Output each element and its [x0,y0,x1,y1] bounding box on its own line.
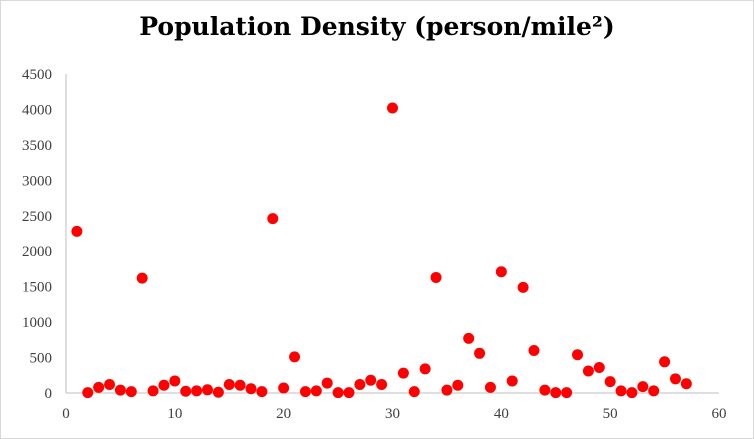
data-point [147,385,159,397]
x-tick-label: 0 [62,406,70,422]
data-point [397,367,409,379]
data-point [615,385,627,397]
data-point [680,378,692,390]
axes [65,74,719,394]
x-tick-label: 50 [603,406,618,422]
data-point [289,351,301,363]
data-point [572,349,584,361]
x-tick-label: 40 [494,406,509,422]
data-point [419,363,431,375]
data-points [71,102,692,399]
data-point [430,271,442,283]
data-point [267,213,279,225]
data-point [463,332,475,344]
data-point [299,386,311,398]
y-tick-label: 1500 [22,280,52,296]
y-tick-label: 1000 [22,315,52,331]
data-point [550,387,562,399]
data-point [256,386,268,398]
data-point [561,387,573,399]
data-point [517,281,529,293]
data-point [376,378,388,390]
y-tick-labels: 0 500 1000 1500 2000 2500 3000 3500 4000 4500 [22,67,52,402]
x-tick-label: 10 [167,406,182,422]
data-point [669,373,681,385]
data-point [387,102,398,114]
y-tick-label: 4500 [22,67,52,83]
data-point [104,378,116,390]
y-tick-label: 3500 [22,138,52,154]
data-point [648,385,660,397]
data-point [408,386,420,398]
data-point [604,376,616,388]
x-tick-label: 30 [385,406,400,422]
y-tick-label: 4000 [22,102,52,118]
data-point [474,347,486,359]
data-point [495,266,507,278]
data-point [93,381,105,393]
data-point [114,384,126,396]
data-point [506,375,518,387]
data-point [234,379,246,391]
y-tick-label: 0 [45,386,53,402]
x-tick-label: 20 [276,406,291,422]
data-point [201,384,213,396]
data-point [626,387,638,399]
data-point [278,382,290,394]
x-tick-label: 60 [712,406,727,422]
data-point [354,378,366,390]
data-point [484,381,496,393]
data-point [659,356,671,368]
data-point [82,387,94,399]
data-point [158,379,170,391]
data-point [582,365,594,377]
y-tick-label: 2500 [22,209,52,225]
data-point [528,344,540,356]
data-point [125,386,137,398]
y-tick-label: 500 [30,351,53,367]
data-point [245,383,257,395]
data-point [180,385,192,397]
data-point [343,387,355,399]
data-point [452,379,464,391]
data-point [223,378,235,390]
data-point [71,225,83,237]
data-point [332,387,344,399]
data-point [637,381,649,393]
data-point [191,385,203,397]
data-point [593,361,605,373]
data-point [310,385,322,397]
x-tick-labels: 0 10 20 30 40 50 60 [62,406,726,422]
data-point [539,384,551,396]
data-point [365,374,377,386]
y-tick-label: 3000 [22,173,52,189]
data-point [136,272,148,284]
data-point [321,377,333,389]
data-point [212,386,224,398]
y-tick-label: 2000 [22,244,52,260]
chart-title: Population Density (person/mile²) [139,12,615,41]
data-point [169,375,181,387]
data-point [441,384,453,396]
